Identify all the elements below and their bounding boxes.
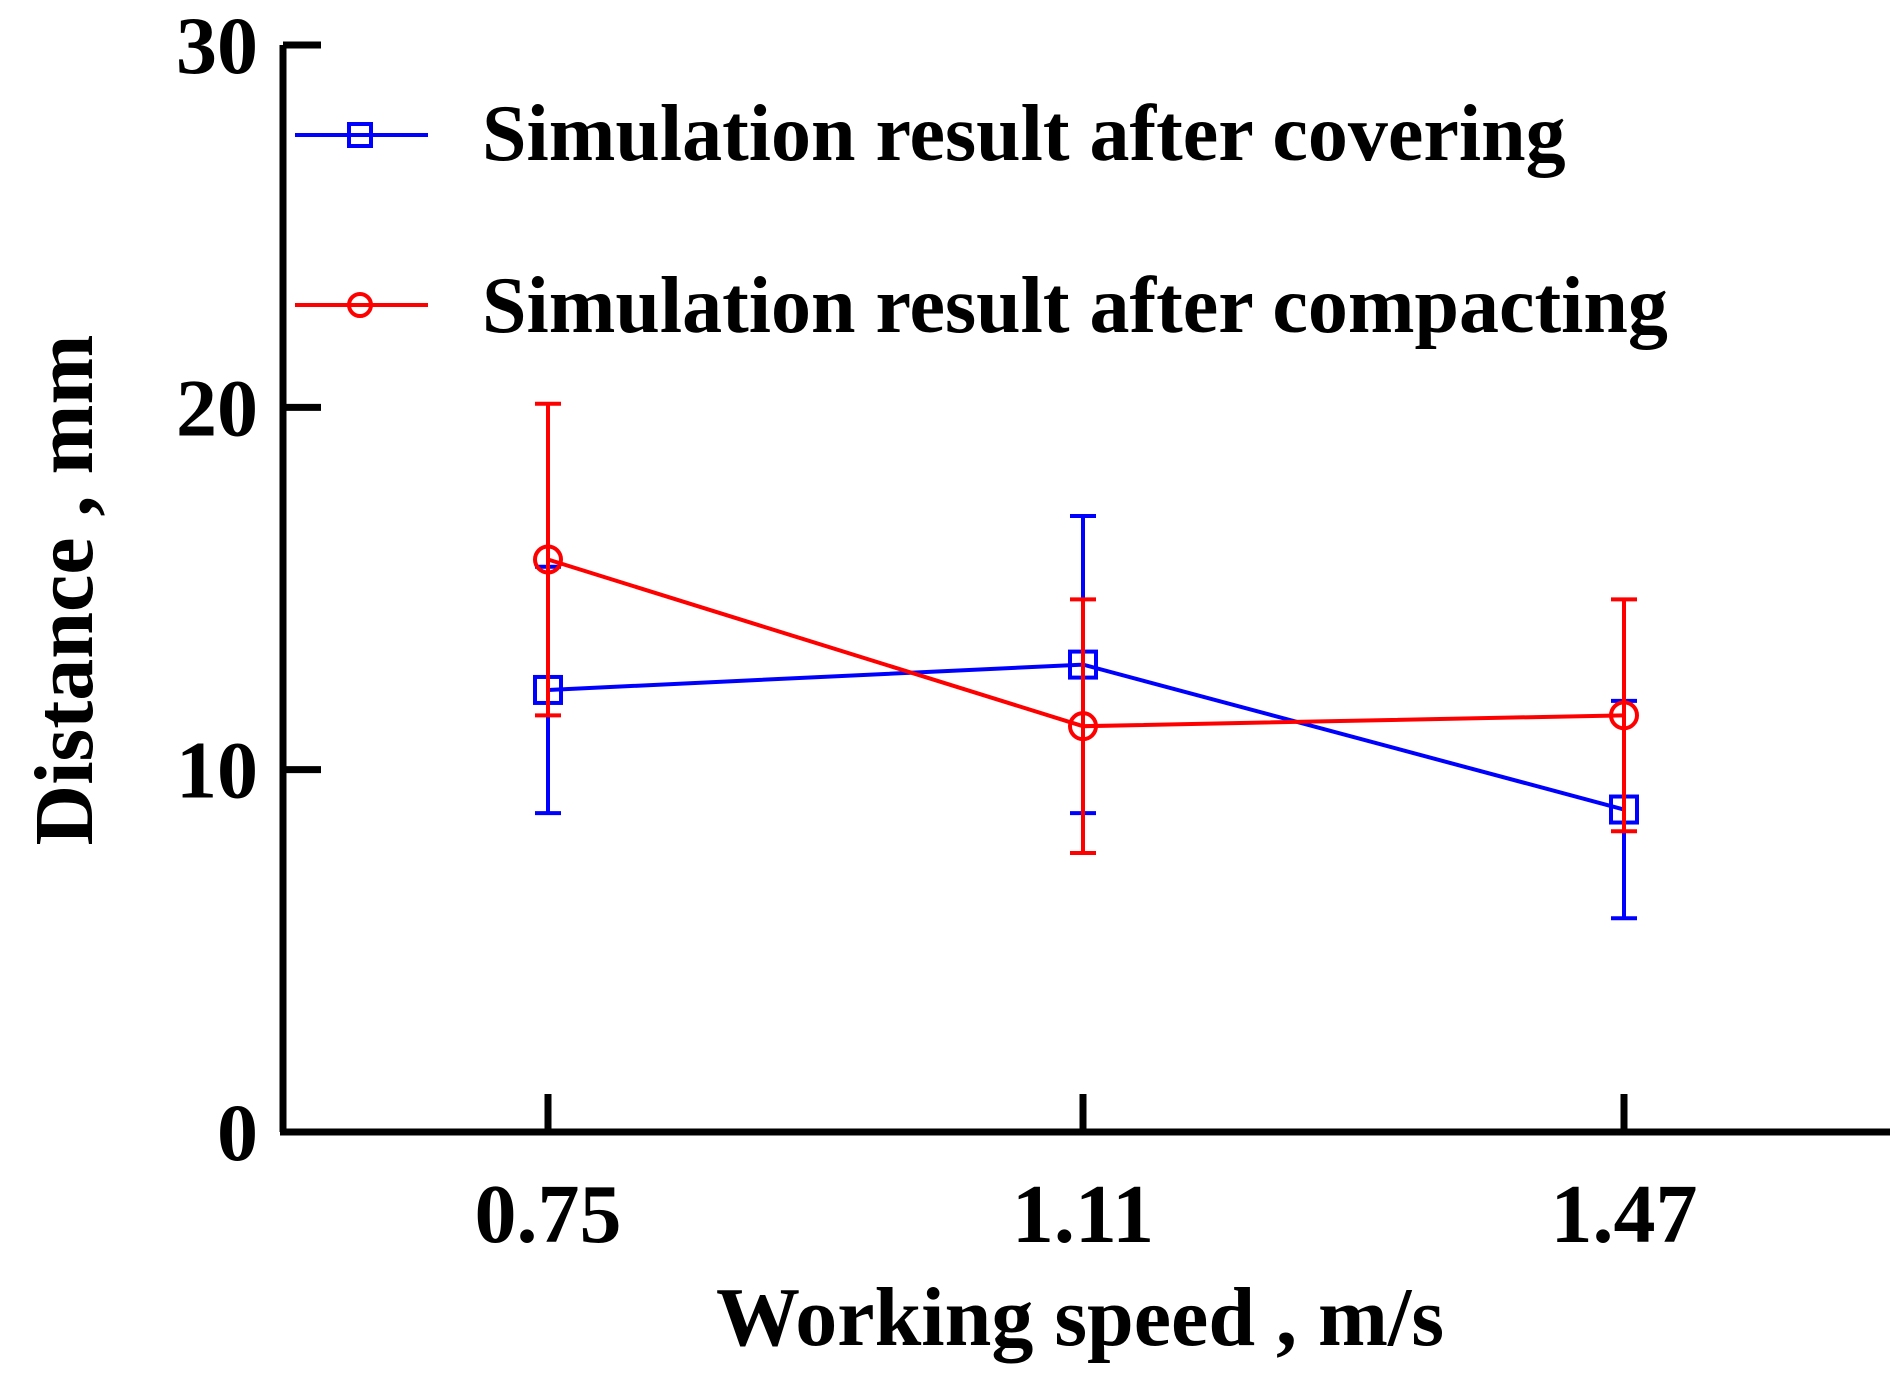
data-point-circle <box>533 544 563 575</box>
y-tick-label: 30 <box>176 0 258 91</box>
y-tick-label: 0 <box>217 1087 258 1178</box>
y-tick-label: 10 <box>176 725 258 816</box>
legend-label: Simulation result after covering <box>482 90 1566 178</box>
series-2 <box>533 401 1639 856</box>
x-axis-label: Working speed , m/s <box>716 1271 1444 1364</box>
series-line <box>547 557 1625 729</box>
series-layer <box>533 401 1639 921</box>
y-tick-label: 20 <box>176 362 258 453</box>
legend-label: Simulation result after compacting <box>482 262 1668 350</box>
data-point-circle <box>1609 700 1639 731</box>
legend-entry-2: Simulation result after compacting <box>295 262 1668 350</box>
legend-marker-circle <box>347 292 373 318</box>
legend-entry-1: Simulation result after covering <box>295 90 1566 178</box>
x-tick-label: 0.75 <box>475 1168 622 1261</box>
x-tick-label: 1.11 <box>1012 1168 1154 1261</box>
axes: 0 10 20 30 0.75 1.11 1.47 <box>176 0 1890 1261</box>
y-axis-label: Distance , mm <box>18 335 111 846</box>
data-point-circle <box>1068 711 1098 742</box>
legend-marker-square <box>347 122 373 148</box>
x-tick-label: 1.47 <box>1551 1168 1698 1261</box>
legend: Simulation result after covering Simulati… <box>295 90 1668 350</box>
